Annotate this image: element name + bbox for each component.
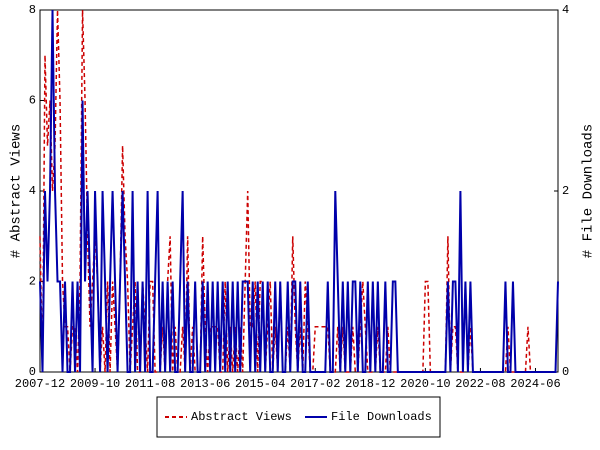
- x-tick-label: 2018-12: [345, 377, 395, 391]
- x-tick-label: 2024-06: [510, 377, 560, 391]
- x-tick-label: 2009-10: [70, 377, 120, 391]
- x-tick-label: 2013-06: [180, 377, 230, 391]
- y2-tick-label: 4: [562, 3, 569, 17]
- y-tick-label: 0: [29, 365, 36, 379]
- y-tick-label: 4: [29, 184, 36, 198]
- y2-tick-label: 2: [562, 184, 569, 198]
- x-tick-label: 2020-10: [400, 377, 450, 391]
- y-axis-label: # Abstract Views: [9, 124, 25, 258]
- x-tick-label: 2022-08: [455, 377, 505, 391]
- x-tick-label: 2007-12: [15, 377, 65, 391]
- legend-label: Abstract Views: [191, 410, 292, 424]
- x-tick-label: 2017-02: [290, 377, 340, 391]
- legend: [156, 396, 441, 438]
- y-tick-label: 6: [29, 94, 36, 108]
- x-tick-label: 2015-04: [235, 377, 285, 391]
- legend-label: File Downloads: [331, 410, 432, 424]
- x-tick-label: 2011-08: [125, 377, 175, 391]
- y2-axis-label: # File Downloads: [581, 124, 597, 258]
- data-line: [39, 9, 559, 373]
- y2-tick-label: 0: [562, 365, 569, 379]
- y-tick-label: 8: [29, 3, 36, 17]
- y-tick-label: 2: [29, 275, 36, 289]
